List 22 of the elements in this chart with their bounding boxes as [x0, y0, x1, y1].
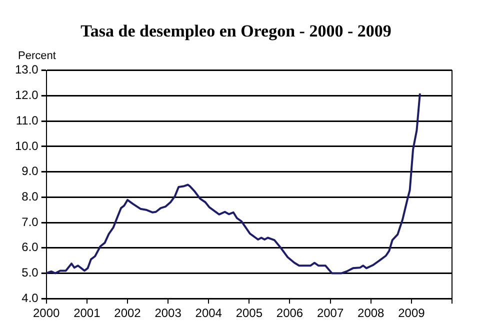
x-tick-label: 2001: [74, 306, 101, 320]
x-tick-label: 2008: [358, 306, 385, 320]
y-tick-label: 7.0: [22, 214, 39, 229]
x-tick-label: 2002: [114, 306, 142, 320]
y-axis-title: Percent: [18, 50, 56, 62]
y-tick-label: 9.0: [22, 164, 39, 178]
y-tick-label: 5.0: [22, 266, 39, 280]
x-tick-label: 2005: [236, 306, 263, 320]
x-tick-label: 2006: [276, 306, 304, 320]
chart-title: Tasa de desempleo en Oregon - 2000 - 2009: [80, 22, 392, 41]
x-tick-label: 2003: [154, 306, 182, 320]
x-tick-label: 2000: [33, 306, 60, 320]
x-tick-label: 2009: [398, 306, 426, 320]
y-tick-label: 4.0: [22, 290, 39, 305]
y-tick-label: 8.0: [22, 189, 39, 204]
x-tick-label: 2004: [195, 306, 222, 320]
y-tick-label: 11.0: [16, 113, 39, 128]
y-tick-label: 12.0: [14, 88, 39, 102]
x-tick-label: 2007: [316, 306, 344, 320]
y-tick-label: 6.0: [22, 240, 39, 254]
y-tick-label: 10.0: [14, 138, 39, 153]
y-tick-label: 13.0: [14, 62, 39, 77]
